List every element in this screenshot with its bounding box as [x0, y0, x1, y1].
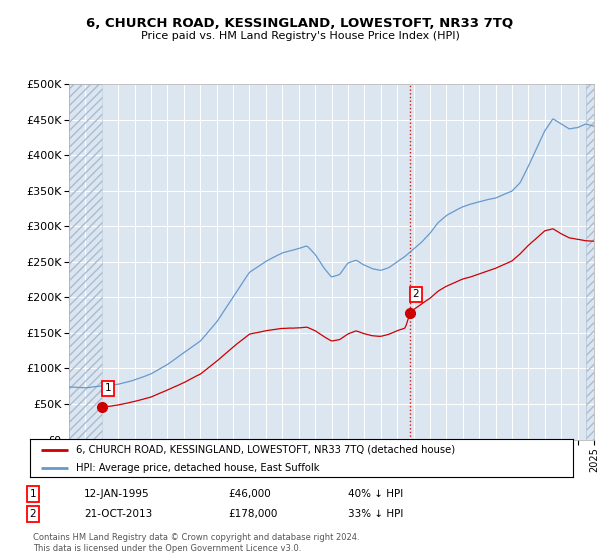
- Text: HPI: Average price, detached house, East Suffolk: HPI: Average price, detached house, East…: [76, 463, 320, 473]
- Text: 1: 1: [105, 383, 112, 393]
- Text: 6, CHURCH ROAD, KESSINGLAND, LOWESTOFT, NR33 7TQ: 6, CHURCH ROAD, KESSINGLAND, LOWESTOFT, …: [86, 17, 514, 30]
- Text: Contains HM Land Registry data © Crown copyright and database right 2024.
This d: Contains HM Land Registry data © Crown c…: [33, 533, 359, 553]
- Text: 21-OCT-2013: 21-OCT-2013: [84, 509, 152, 519]
- Text: 2: 2: [29, 509, 37, 519]
- Text: 6, CHURCH ROAD, KESSINGLAND, LOWESTOFT, NR33 7TQ (detached house): 6, CHURCH ROAD, KESSINGLAND, LOWESTOFT, …: [76, 445, 455, 455]
- Text: 12-JAN-1995: 12-JAN-1995: [84, 489, 149, 499]
- Text: £46,000: £46,000: [228, 489, 271, 499]
- Text: 2: 2: [413, 290, 419, 300]
- Text: Price paid vs. HM Land Registry's House Price Index (HPI): Price paid vs. HM Land Registry's House …: [140, 31, 460, 41]
- Text: 33% ↓ HPI: 33% ↓ HPI: [348, 509, 403, 519]
- Text: 40% ↓ HPI: 40% ↓ HPI: [348, 489, 403, 499]
- Text: 1: 1: [29, 489, 37, 499]
- Text: £178,000: £178,000: [228, 509, 277, 519]
